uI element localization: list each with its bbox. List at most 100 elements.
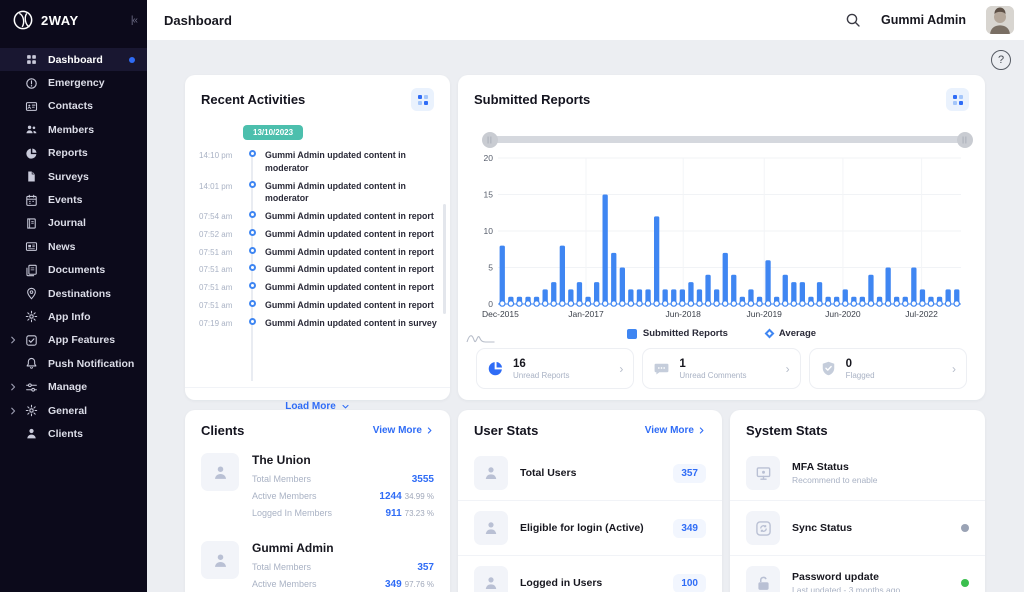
sidebar-item-manage[interactable]: Manage bbox=[0, 375, 147, 398]
bar bbox=[619, 267, 625, 304]
svg-text:Jun-2018: Jun-2018 bbox=[665, 309, 701, 319]
user-stat-label: Eligible for login (Active) bbox=[520, 522, 644, 534]
sidebar-item-push-notification[interactable]: Push Notification bbox=[0, 352, 147, 375]
timeline-marker bbox=[239, 149, 265, 157]
metric-label: Logged In Members bbox=[252, 508, 333, 518]
timeline-dot-icon bbox=[248, 317, 256, 325]
activity-row: 07:51 am Gummi Admin updated content in r… bbox=[199, 299, 446, 312]
average-marker bbox=[910, 300, 918, 307]
sliders-icon bbox=[26, 382, 37, 392]
sidebar-item-news[interactable]: News bbox=[0, 235, 147, 258]
recent-activities-card: Recent Activities 13/10/2023 14:10 pm Gum… bbox=[185, 75, 450, 412]
user-stats-view-more-link[interactable]: View More bbox=[645, 425, 706, 436]
sidebar-item-label: Emergency bbox=[48, 77, 105, 90]
submitted-reports-card: Submitted Reports || || 0 5 10 15 20 Dec-2015… bbox=[458, 75, 985, 400]
bar bbox=[842, 289, 848, 304]
average-marker bbox=[799, 300, 806, 307]
average-marker bbox=[764, 300, 772, 307]
submitted-reports-title: Submitted Reports bbox=[474, 92, 591, 107]
chevron-right-icon bbox=[8, 382, 18, 392]
card-grid-menu-button[interactable] bbox=[946, 88, 969, 111]
average-marker bbox=[619, 300, 626, 307]
card-grid-menu-button[interactable] bbox=[411, 88, 434, 111]
sidebar-item-app-info[interactable]: App Info bbox=[0, 305, 147, 328]
sidebar-item-journal[interactable]: Journal bbox=[0, 212, 147, 235]
timeline-dot-icon bbox=[248, 150, 256, 157]
svg-text:0: 0 bbox=[488, 299, 493, 309]
timeline-marker bbox=[239, 281, 265, 289]
range-slider-handle-left[interactable]: || bbox=[482, 132, 498, 148]
sidebar-item-label: Members bbox=[48, 123, 95, 136]
system-stats-card: System Stats MFA Status Recommend to enab… bbox=[730, 410, 985, 592]
metric-label: Active Members bbox=[252, 491, 317, 501]
load-more-button[interactable]: Load More bbox=[285, 401, 350, 412]
average-marker bbox=[559, 300, 566, 307]
user-name: Gummi Admin bbox=[881, 13, 966, 27]
svg-text:10: 10 bbox=[484, 226, 494, 236]
average-marker bbox=[533, 300, 540, 307]
sidebar: 2WAY |« Dashboard Emergency Contacts Member… bbox=[0, 0, 147, 592]
unread-comments-tile[interactable]: 1 Unread Comments › bbox=[642, 348, 801, 389]
svg-text:15: 15 bbox=[484, 190, 494, 200]
average-marker bbox=[936, 300, 943, 307]
range-slider-track[interactable] bbox=[490, 136, 965, 143]
monitor-icon bbox=[756, 466, 770, 480]
sidebar-item-label: Contacts bbox=[48, 100, 93, 113]
clients-view-more-link[interactable]: View More bbox=[373, 425, 434, 436]
grid-dots-icon bbox=[952, 94, 963, 105]
timeline-marker bbox=[239, 246, 265, 254]
user-stats-list: Total Users 357 Eligible for login (Active… bbox=[458, 446, 722, 592]
timeline-dot-icon bbox=[248, 180, 256, 188]
metric-value: 911 bbox=[385, 508, 402, 519]
client-entry: Gummi Admin Total Members 357 Active Member… bbox=[185, 534, 450, 592]
bar bbox=[791, 282, 797, 304]
sidebar-item-documents[interactable]: Documents bbox=[0, 259, 147, 282]
view-more-label: View More bbox=[644, 425, 694, 436]
user-avatar[interactable] bbox=[986, 6, 1014, 34]
sidebar-item-label: Manage bbox=[48, 381, 88, 394]
comment-icon bbox=[654, 363, 669, 375]
topbar-right: Gummi Admin bbox=[845, 6, 1014, 34]
sidebar-item-contacts[interactable]: Contacts bbox=[0, 95, 147, 118]
sidebar-item-label: Destinations bbox=[48, 287, 112, 300]
activity-text: Gummi Admin updated content in report bbox=[265, 246, 434, 257]
bar bbox=[868, 274, 874, 304]
sidebar-item-app-features[interactable]: App Features bbox=[0, 329, 147, 352]
user-icon bbox=[485, 577, 497, 589]
chevron-right-icon bbox=[699, 427, 704, 434]
topbar: Dashboard Gummi Admin bbox=[147, 0, 1024, 40]
legend-square-marker bbox=[626, 328, 637, 339]
average-marker bbox=[636, 300, 643, 307]
toggle-knob bbox=[953, 475, 967, 489]
sidebar-item-events[interactable]: Events bbox=[0, 188, 147, 211]
sidebar-item-label: Clients bbox=[48, 427, 84, 440]
bar bbox=[671, 289, 677, 304]
flagged-tile[interactable]: 0 Flagged › bbox=[808, 348, 967, 389]
sidebar-item-destinations[interactable]: Destinations bbox=[0, 282, 147, 305]
sidebar-item-clients[interactable]: Clients bbox=[0, 422, 147, 445]
sidebar-item-dashboard[interactable]: Dashboard bbox=[0, 48, 147, 72]
chart-range-slider: || || bbox=[482, 132, 973, 148]
sidebar-item-emergency[interactable]: Emergency bbox=[0, 71, 147, 94]
bar bbox=[611, 252, 617, 304]
bar bbox=[885, 267, 891, 304]
reports-bar-chart: 0 5 10 15 20 Dec-2015 Jan-2017 Jun-2018 Jun-2019… bbox=[474, 150, 973, 327]
sidebar-item-reports[interactable]: Reports bbox=[0, 142, 147, 165]
sidebar-item-members[interactable]: Members bbox=[0, 118, 147, 141]
sidebar-collapse-button[interactable]: |« bbox=[130, 14, 138, 26]
unread-reports-tile[interactable]: 16 Unread Reports › bbox=[476, 348, 635, 389]
search-icon[interactable] bbox=[845, 12, 861, 28]
scrollbar-thumb[interactable] bbox=[443, 204, 446, 314]
activity-text: Gummi Admin updated content in report bbox=[265, 282, 434, 292]
help-button[interactable]: ? bbox=[991, 50, 1011, 70]
user-icon bbox=[214, 553, 226, 567]
sidebar-item-general[interactable]: General bbox=[0, 399, 147, 422]
average-marker bbox=[730, 300, 738, 307]
sidebar-item-surveys[interactable]: Surveys bbox=[0, 165, 147, 188]
activity-time: 07:19 am bbox=[199, 318, 233, 328]
system-stat-icon-box bbox=[746, 566, 780, 592]
range-slider-handle-right[interactable]: || bbox=[957, 132, 973, 148]
shieldcheck-icon bbox=[822, 361, 834, 376]
average-marker bbox=[781, 300, 789, 307]
average-marker bbox=[576, 300, 583, 307]
